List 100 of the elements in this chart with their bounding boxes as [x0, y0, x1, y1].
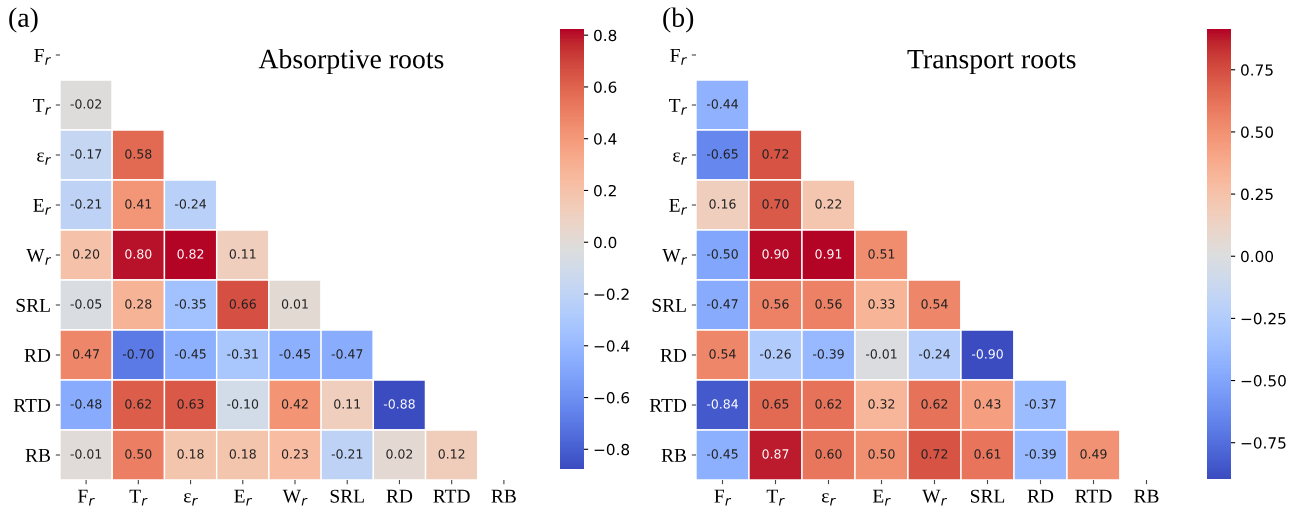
data-label: 0.41 [125, 199, 152, 209]
y-tick-label: E$_{r}$ [669, 198, 688, 215]
data-label: 0.72 [762, 149, 789, 159]
text: Transport roots [907, 49, 1076, 75]
x-tick-label: E$_{r}$ [234, 489, 252, 506]
data-label: -0.45 [279, 349, 311, 359]
data-label: 0.50 [868, 449, 895, 459]
data-label: 0.56 [762, 299, 789, 309]
x-tick-label: E$_{r}$ [872, 489, 891, 506]
color-bar-label: 0.0 [594, 236, 617, 249]
data-label: -0.21 [331, 449, 363, 459]
data-label: 0.80 [125, 249, 152, 259]
y-tick-label: RD [24, 349, 51, 362]
color-bar-label: 0.00 [1241, 250, 1274, 263]
data-label: 0.47 [73, 349, 99, 359]
x-tick-label: W$_{r}$ [282, 489, 308, 506]
data-label: -0.24 [918, 349, 950, 359]
data-label: 0.56 [815, 299, 842, 309]
data-label: -0.45 [175, 349, 206, 359]
data-label: -0.37 [1024, 399, 1056, 409]
data-label: -0.21 [70, 199, 102, 209]
data-label: 0.72 [921, 449, 948, 459]
x-tick-label: RTD [433, 489, 470, 503]
y-tick-label: W$_{r}$ [26, 248, 52, 265]
data-label: -0.31 [227, 349, 258, 359]
text: (a) [9, 7, 38, 33]
data-label: -0.50 [706, 249, 738, 259]
data-label: 0.51 [868, 249, 895, 259]
data-label: -0.26 [759, 349, 791, 359]
data-label: -0.39 [1024, 449, 1056, 459]
x-tick-label: ε$_{r}$ [184, 493, 198, 506]
y-tick-label: W$_{r}$ [662, 248, 688, 265]
data-label: 0.43 [974, 399, 1001, 409]
y-tick-label: F$_{r}$ [34, 48, 51, 65]
data-label: -0.65 [706, 149, 738, 159]
y-tick-label: ε$_{r}$ [673, 152, 688, 165]
data-label: 0.50 [125, 449, 152, 459]
y-tick-label: SRL [652, 298, 686, 312]
data-label: 0.33 [868, 299, 895, 309]
data-label: -0.88 [383, 399, 415, 409]
data-label: 0.22 [815, 199, 842, 209]
color-bar-label: 0.50 [1241, 126, 1274, 138]
data-label: 0.70 [762, 199, 789, 209]
x-tick-label: W$_{r}$ [922, 489, 947, 506]
data-label: -0.45 [706, 449, 738, 459]
data-label: 0.60 [815, 449, 842, 459]
data-label: -0.47 [706, 299, 738, 309]
data-label: -0.90 [971, 349, 1003, 359]
x-tick-label: RB [1134, 489, 1159, 503]
data-label: 0.82 [177, 249, 204, 259]
data-label: 0.58 [125, 149, 152, 159]
x-tick-label: SRL [330, 489, 364, 503]
data-label: 0.16 [709, 199, 736, 209]
data-label: -0.70 [122, 349, 154, 359]
data-label: 0.12 [438, 449, 465, 459]
x-tick-label: T$_{r}$ [766, 489, 785, 506]
color-bar-label: −0.25 [1241, 312, 1286, 325]
data-label: 0.61 [974, 449, 1001, 459]
x-tick-label: F$_{r}$ [78, 489, 95, 506]
data-label: 0.87 [762, 449, 789, 459]
data-label: -0.48 [70, 399, 102, 409]
data-label: 0.18 [229, 449, 256, 459]
data-label: -0.01 [70, 449, 102, 459]
data-label: 0.42 [281, 399, 308, 409]
data-label: 0.54 [709, 349, 736, 359]
data-label: 0.01 [281, 299, 308, 309]
text: (b) [663, 7, 694, 33]
data-label: 0.49 [1080, 449, 1107, 459]
color-bar-label: 0.2 [594, 184, 616, 197]
y-tick-label: SRL [16, 298, 50, 312]
color-bar-label: 0.8 [594, 29, 617, 42]
data-label: 0.18 [177, 449, 204, 459]
color-bar-label: −0.4 [594, 340, 630, 352]
y-tick-label: E$_{r}$ [33, 198, 52, 215]
color-bar-label: −0.8 [594, 443, 630, 456]
x-tick-label: RB [491, 489, 516, 503]
y-tick-label: RD [660, 349, 687, 362]
data-label: -0.24 [175, 199, 207, 209]
y-tick-label: T$_{r}$ [669, 98, 688, 115]
data-label: 0.23 [281, 449, 308, 459]
color-bar-label: 0.6 [594, 81, 617, 93]
x-tick-label: F$_{r}$ [714, 489, 732, 506]
data-label: 0.32 [868, 399, 895, 409]
data-label: 0.90 [762, 249, 789, 259]
text: Absorptive roots [258, 48, 444, 75]
data-label: 0.28 [125, 299, 152, 309]
data-label: -0.10 [227, 399, 259, 409]
data-label: 0.66 [229, 299, 256, 309]
x-tick-label: RD [1027, 489, 1054, 503]
color-bar-label: −0.75 [1241, 437, 1286, 449]
data-label: -0.01 [865, 349, 897, 359]
data-label: 0.62 [815, 399, 842, 409]
data-label: -0.02 [70, 99, 102, 109]
data-label: 0.11 [334, 399, 360, 409]
x-tick-label: T$_{r}$ [129, 489, 148, 506]
data-label: 0.62 [125, 399, 151, 409]
x-tick-label: RTD [1075, 489, 1112, 503]
data-label: 0.11 [229, 249, 256, 259]
y-tick-label: RTD [13, 399, 51, 412]
data-label: 0.62 [921, 399, 948, 409]
